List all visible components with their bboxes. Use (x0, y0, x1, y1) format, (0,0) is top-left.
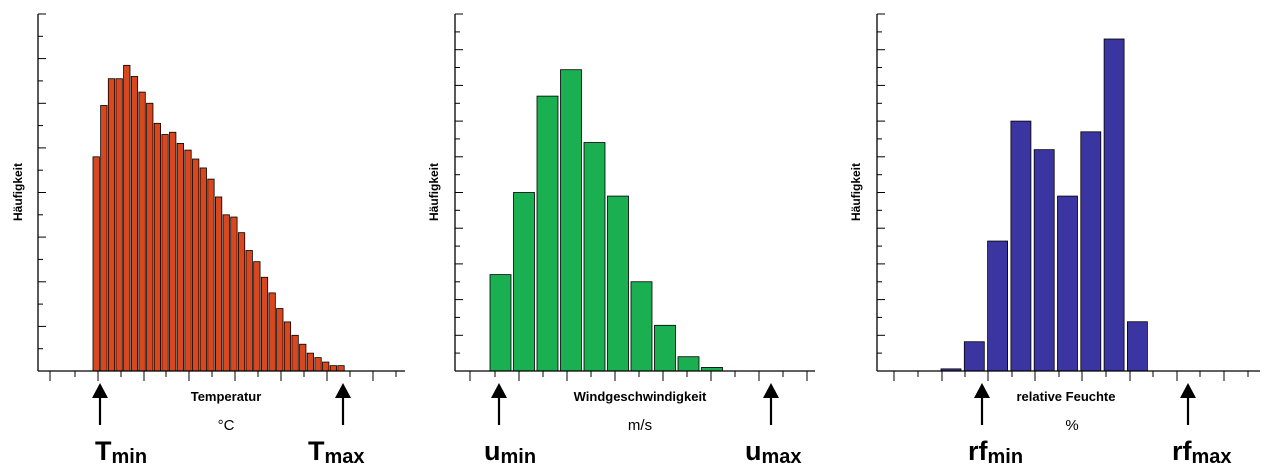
bar (222, 214, 230, 372)
min-label-main: rf (968, 436, 989, 466)
bar (654, 324, 676, 372)
bar (260, 276, 269, 372)
y-axis-label: Häufigkeit (849, 163, 863, 221)
bar (214, 196, 223, 372)
max-label-sub: max (762, 446, 802, 468)
max-label-main: T (308, 436, 325, 466)
bar (107, 78, 116, 372)
bar (987, 240, 1008, 372)
bar (536, 95, 559, 372)
bar (92, 156, 100, 372)
bar (322, 361, 330, 372)
bar (268, 292, 276, 372)
bar (630, 281, 653, 372)
bar (138, 91, 146, 372)
bar (146, 102, 154, 372)
bar (607, 195, 629, 372)
min-label: rfmin (968, 436, 1023, 468)
bar (1127, 321, 1148, 372)
bar (677, 356, 700, 372)
min-label-main: u (484, 436, 501, 466)
min-label-main: T (95, 436, 112, 466)
bar (560, 69, 582, 372)
x-axis-unit: % (1065, 417, 1078, 434)
max-label: rfmax (1172, 436, 1232, 468)
bar (153, 122, 161, 372)
bar (245, 250, 253, 372)
min-label-sub: min (988, 446, 1024, 468)
bar (583, 142, 606, 372)
bar (314, 357, 322, 372)
min-arrow-head (974, 383, 990, 398)
x-axis-label: Windgeschwindigkeit (574, 389, 707, 404)
max-label: umax (745, 436, 802, 468)
x-axis-unit: °C (218, 417, 235, 434)
min-label-sub: min (112, 446, 148, 468)
bar (337, 365, 345, 372)
bar (306, 352, 315, 372)
min-arrow-head (491, 383, 507, 398)
bar (329, 365, 337, 372)
bar (161, 134, 169, 372)
bar (1103, 38, 1125, 372)
bar (276, 308, 284, 372)
max-label: Tmax (308, 436, 365, 468)
max-arrow-head (763, 383, 779, 398)
bar (199, 167, 207, 372)
max-label-sub: max (1192, 446, 1232, 468)
bar (253, 261, 261, 372)
max-label-main: rf (1172, 436, 1193, 466)
bar (184, 149, 192, 372)
bar (291, 334, 299, 372)
bar (169, 131, 177, 372)
min-label-sub: min (501, 446, 537, 468)
bar (130, 76, 139, 372)
bar (192, 158, 200, 372)
bar (100, 105, 108, 372)
y-axis-label: Häufigkeit (427, 163, 441, 221)
max-label-sub: max (325, 446, 365, 468)
y-axis-label: Häufigkeit (11, 163, 25, 221)
bar (123, 64, 131, 372)
x-axis-label: Temperatur (191, 389, 262, 404)
min-label: Tmin (95, 436, 147, 468)
bar (283, 321, 292, 372)
bar (489, 274, 512, 372)
bar (230, 216, 238, 372)
bar (1080, 131, 1102, 372)
bar (963, 341, 985, 372)
bar (299, 343, 307, 372)
bar (237, 232, 246, 372)
bar (1010, 120, 1032, 372)
bar (1033, 149, 1055, 372)
bar (207, 178, 215, 372)
min-label: umin (484, 436, 536, 468)
x-axis-label: relative Feuchte (1017, 389, 1116, 404)
min-arrow-head (92, 383, 108, 398)
bar (513, 192, 535, 372)
max-arrow-head (335, 383, 351, 398)
max-label-main: u (745, 436, 762, 466)
bar (176, 143, 184, 372)
x-axis-unit: m/s (628, 417, 652, 434)
bar (1057, 195, 1078, 372)
bar (115, 78, 123, 372)
max-arrow-head (1180, 383, 1196, 398)
